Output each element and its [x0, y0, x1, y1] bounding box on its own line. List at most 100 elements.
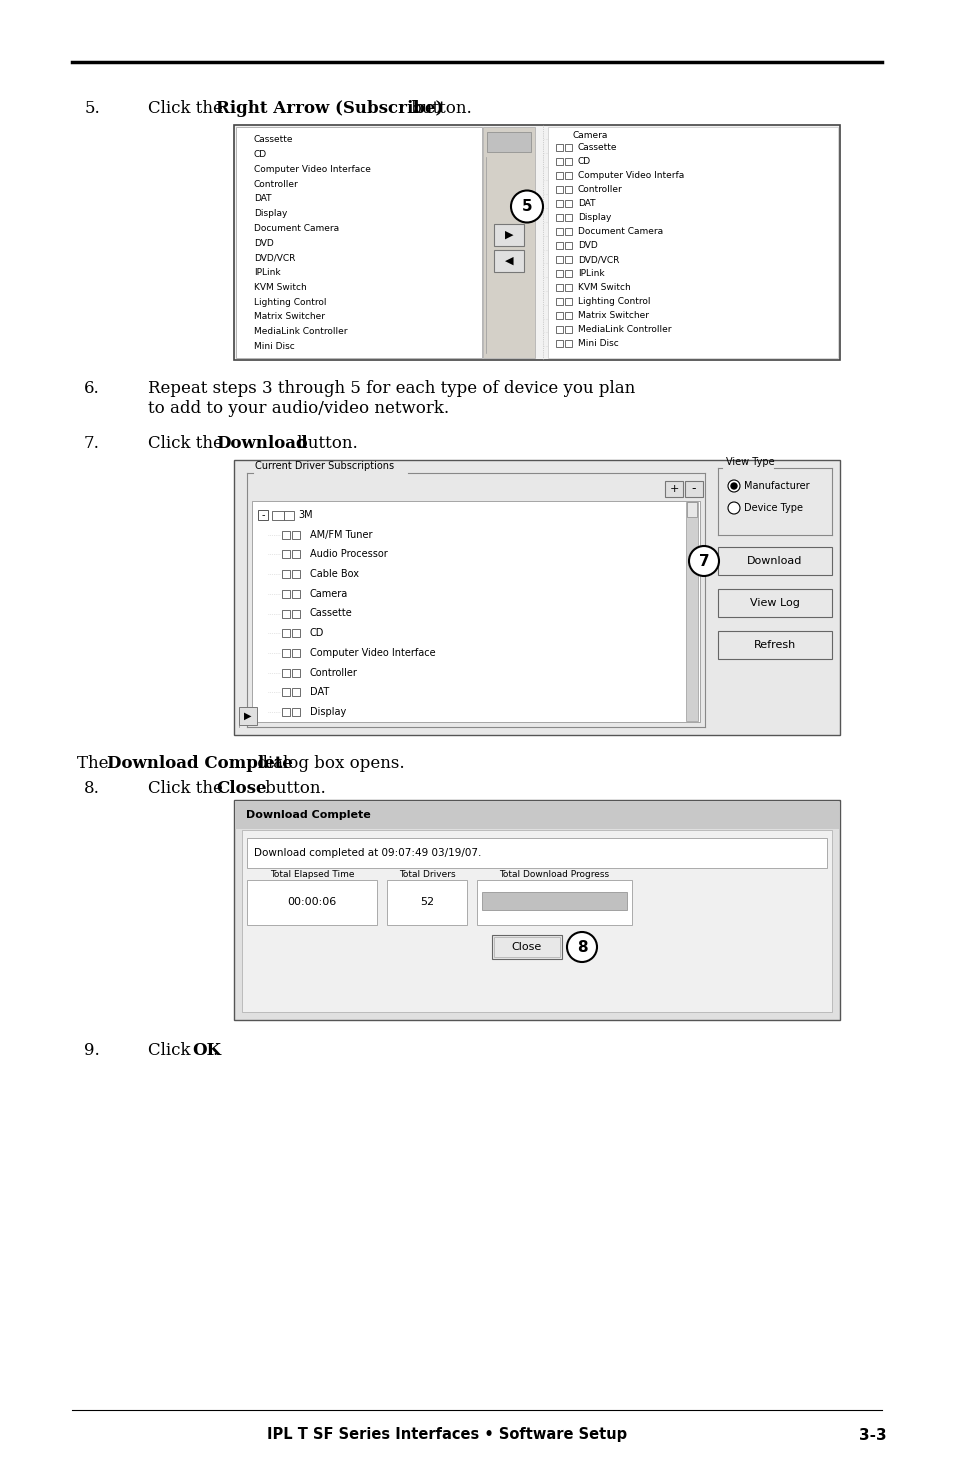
Text: 7.: 7. [84, 435, 100, 451]
Text: Document Camera: Document Camera [578, 227, 662, 236]
Text: DAT: DAT [578, 199, 595, 208]
Bar [292, 569, 299, 578]
Circle shape [727, 479, 740, 493]
Bar [718, 631, 831, 659]
Text: Total Download Progress: Total Download Progress [499, 870, 609, 879]
Text: 8: 8 [576, 940, 587, 954]
Text: Download Complete: Download Complete [107, 755, 293, 771]
Bar [564, 341, 572, 348]
Text: 6.: 6. [84, 381, 100, 397]
Text: Controller: Controller [253, 180, 298, 189]
Text: Mini Disc: Mini Disc [578, 339, 618, 348]
Bar [564, 143, 572, 150]
Text: DVD: DVD [578, 240, 598, 249]
Text: CD: CD [253, 150, 267, 159]
Circle shape [688, 546, 719, 577]
Text: to add to your audio/video network.: to add to your audio/video network. [148, 400, 449, 417]
Text: Download: Download [215, 435, 307, 451]
Bar [564, 298, 572, 305]
Text: Total Elapsed Time: Total Elapsed Time [270, 870, 354, 879]
Text: Mini Disc: Mini Disc [253, 342, 294, 351]
Bar [292, 531, 299, 538]
Bar [494, 224, 523, 245]
Text: Click: Click [148, 1041, 195, 1059]
Bar [556, 214, 562, 221]
Bar [556, 257, 562, 263]
Text: 8.: 8. [84, 780, 100, 797]
Bar [242, 830, 831, 1012]
Bar [292, 609, 299, 618]
Bar [556, 186, 562, 193]
Text: Refresh: Refresh [753, 640, 796, 650]
Bar [556, 313, 562, 319]
Text: Device Type: Device Type [743, 503, 802, 513]
Text: -: - [261, 510, 265, 519]
Bar [282, 689, 290, 696]
Bar [564, 313, 572, 319]
Bar [718, 547, 831, 575]
Text: Click the: Click the [148, 435, 228, 451]
Bar [476, 881, 631, 925]
Text: button.: button. [406, 100, 471, 117]
Bar [387, 881, 467, 925]
Bar [486, 131, 531, 152]
Bar [292, 550, 299, 559]
Bar [233, 799, 840, 1021]
Text: KVM Switch: KVM Switch [578, 283, 630, 292]
Text: View Type: View Type [725, 457, 774, 468]
Bar [494, 249, 523, 271]
Bar [556, 229, 562, 235]
Text: 5: 5 [521, 199, 532, 214]
Bar [282, 531, 290, 538]
Bar [247, 881, 376, 925]
Text: Camera: Camera [310, 589, 348, 599]
Bar [481, 892, 626, 910]
Bar [492, 935, 561, 959]
Text: DVD/VCR: DVD/VCR [578, 255, 618, 264]
Text: AM/FM Tuner: AM/FM Tuner [310, 530, 372, 540]
Bar [556, 270, 562, 277]
Bar [686, 502, 697, 518]
Bar [564, 257, 572, 263]
Bar [564, 158, 572, 165]
Text: IPLink: IPLink [578, 268, 604, 279]
Bar [556, 199, 562, 206]
Text: Total Drivers: Total Drivers [398, 870, 455, 879]
Bar [292, 708, 299, 717]
Text: OK: OK [192, 1041, 221, 1059]
Bar [556, 326, 562, 333]
Bar [257, 510, 268, 519]
Text: Computer Video Interface: Computer Video Interface [253, 165, 371, 174]
Bar [564, 270, 572, 277]
Text: Repeat steps 3 through 5 for each type of device you plan: Repeat steps 3 through 5 for each type o… [148, 381, 635, 397]
Circle shape [727, 502, 740, 513]
Text: 5.: 5. [84, 100, 100, 117]
Bar [282, 708, 290, 717]
Bar [718, 589, 831, 617]
Text: Document Camera: Document Camera [253, 224, 338, 233]
Bar [247, 838, 826, 867]
Bar [252, 502, 700, 721]
Text: View Log: View Log [749, 597, 800, 608]
Text: .: . [212, 1041, 217, 1059]
Bar [556, 158, 562, 165]
Text: KVM Switch: KVM Switch [253, 283, 307, 292]
Text: Matrix Switcher: Matrix Switcher [253, 313, 325, 322]
Text: IPL T SF Series Interfaces • Software Setup: IPL T SF Series Interfaces • Software Se… [267, 1428, 626, 1443]
Bar [233, 460, 840, 735]
Text: Current Driver Subscriptions: Current Driver Subscriptions [254, 462, 394, 471]
Bar [282, 569, 290, 578]
Text: Display: Display [578, 212, 611, 221]
Bar [292, 668, 299, 677]
Text: +: + [669, 484, 678, 494]
Bar [556, 171, 562, 178]
Text: Manufacturer: Manufacturer [743, 481, 809, 491]
Bar [235, 127, 481, 358]
Text: Right Arrow (Subscribe): Right Arrow (Subscribe) [215, 100, 443, 117]
Text: Camera: Camera [573, 131, 608, 140]
Bar [284, 510, 294, 519]
Text: Cassette: Cassette [310, 609, 353, 618]
Text: The: The [77, 755, 113, 771]
Text: 3-3: 3-3 [858, 1428, 885, 1443]
Circle shape [730, 482, 737, 490]
